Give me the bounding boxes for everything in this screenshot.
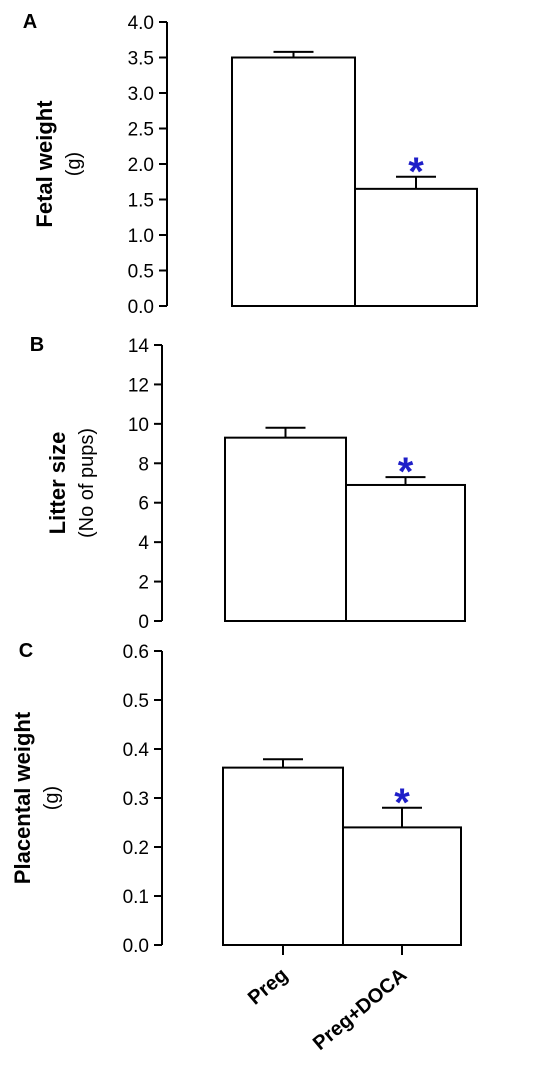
bar-1: [222, 766, 344, 946]
y-tick-label: 14: [128, 336, 150, 357]
x-category-label: Preg+DOCA: [309, 964, 411, 1055]
y-axis-unit: (g): [63, 152, 85, 176]
bar-2: [345, 483, 466, 622]
y-tick-label: 2.0: [128, 155, 154, 176]
panel-label: B: [30, 334, 44, 356]
y-tick-label: 0.4: [123, 740, 150, 761]
y-tick-label: 1.0: [128, 226, 154, 247]
y-tick-label: 2.5: [128, 120, 154, 141]
y-tick-label: 0.1: [123, 887, 149, 908]
y-tick-label: 3.0: [128, 84, 154, 105]
significance-marker: *: [398, 450, 414, 494]
y-axis-unit: (g): [41, 786, 63, 810]
y-tick-label: 1.5: [128, 191, 154, 212]
chart-panel-b: 0 2 4 6 8 10 12 14 B Litter size (No of pups) *: [30, 334, 466, 633]
y-tick-label: 4: [138, 533, 149, 554]
y-axis-label: Litter size: [45, 432, 70, 535]
y-tick-label: 12: [128, 375, 149, 396]
y-tick-label: 0.3: [123, 789, 149, 810]
chart-panel-c: 0.0 0.1 0.2 0.3 0.4 0.5 0.6 C Placental weight (g…: [10, 640, 462, 957]
y-tick-label: 4.0: [128, 13, 154, 34]
bar-2: [354, 187, 478, 308]
y-tick-label: 0.2: [123, 838, 149, 859]
y-tick-label: 0.0: [128, 297, 154, 318]
y-tick-label: 6: [138, 494, 149, 515]
y-tick-label: 10: [128, 415, 149, 436]
bar-2: [342, 826, 462, 947]
y-tick-label: 2: [138, 573, 149, 594]
significance-marker: *: [394, 781, 410, 825]
y-tick-label: 8: [138, 454, 149, 475]
y-tick-label: 0.5: [128, 262, 154, 283]
x-category-label: Preg: [244, 964, 292, 1009]
panel-label: C: [19, 640, 33, 662]
y-tick-label: 0.0: [123, 936, 149, 957]
y-axis-label: Placental weight: [10, 711, 35, 884]
bar-1: [231, 56, 356, 307]
y-axis-unit: (No of pups): [76, 428, 98, 538]
y-tick-label: 0.6: [123, 642, 149, 663]
y-tick-label: 0.5: [123, 691, 149, 712]
chart-panel-a: 0.0 0.5 1.0 1.5 2.0 2.5 3.0 3.5 4.0 A Fetal weight…: [23, 11, 478, 318]
y-axis-label: Fetal weight: [32, 100, 57, 228]
y-tick-label: 3.5: [128, 49, 154, 70]
y-tick-label: 0: [138, 612, 149, 633]
bar-1: [224, 436, 347, 622]
panel-label: A: [23, 11, 37, 33]
significance-marker: *: [408, 150, 424, 194]
